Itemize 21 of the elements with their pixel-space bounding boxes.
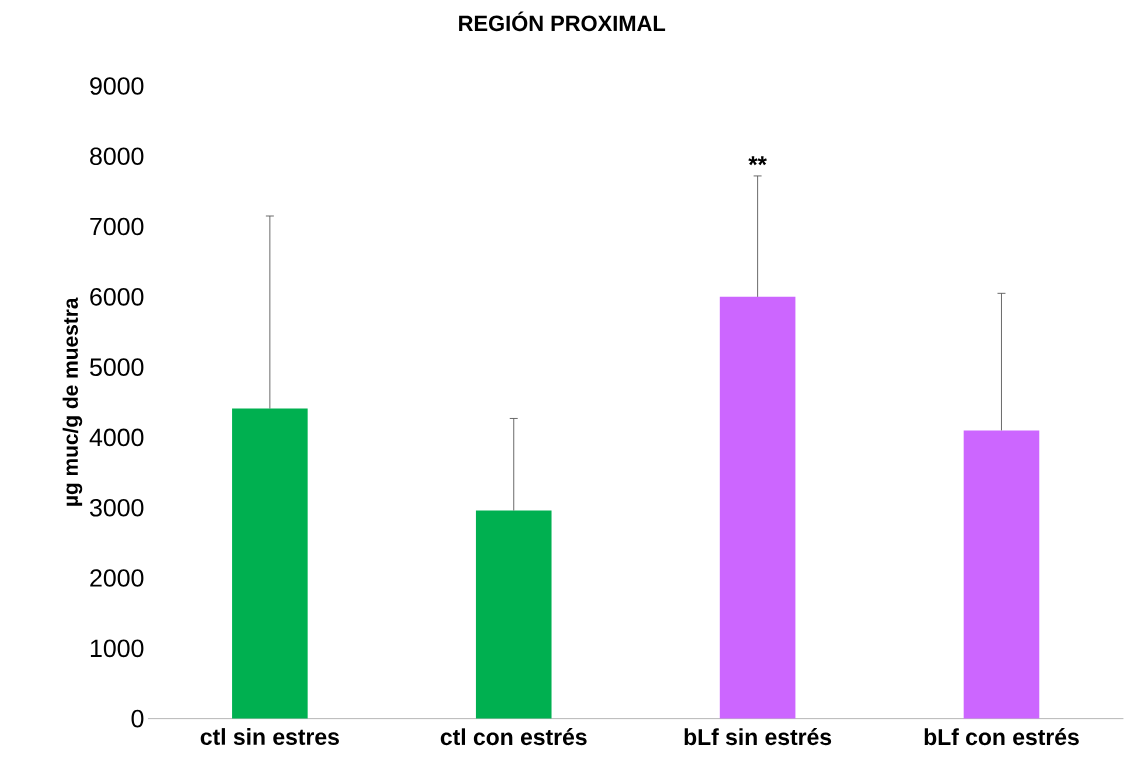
x-tick-label: bLf sin estrés <box>684 728 832 746</box>
y-tick-label: 0 <box>131 710 144 728</box>
y-tick-label: 4000 <box>89 428 144 447</box>
annotation: ** <box>748 156 767 166</box>
bar <box>475 510 552 719</box>
y-tick-label: 9000 <box>90 77 144 95</box>
y-tick-label: 6000 <box>90 288 144 306</box>
x-tick-label: bLf con estrés <box>924 728 1079 746</box>
y-tick-label: 3000 <box>89 499 144 517</box>
y-tick-label: 1000 <box>90 639 144 658</box>
x-tick-label: ctl sin estres <box>200 728 339 746</box>
bar <box>232 408 308 719</box>
y-tick-label: 2000 <box>90 569 144 588</box>
chart-title: REGIÓN PROXIMAL <box>459 11 666 32</box>
y-tick-label: 5000 <box>90 358 144 377</box>
x-tick-label: ctl con estrés <box>440 728 587 746</box>
y-axis-title: µg muc/g de muestra <box>62 297 83 506</box>
y-tick-label: 8000 <box>90 147 144 166</box>
bar <box>963 430 1040 719</box>
bar <box>719 297 796 719</box>
y-tick-label: 7000 <box>90 217 144 236</box>
